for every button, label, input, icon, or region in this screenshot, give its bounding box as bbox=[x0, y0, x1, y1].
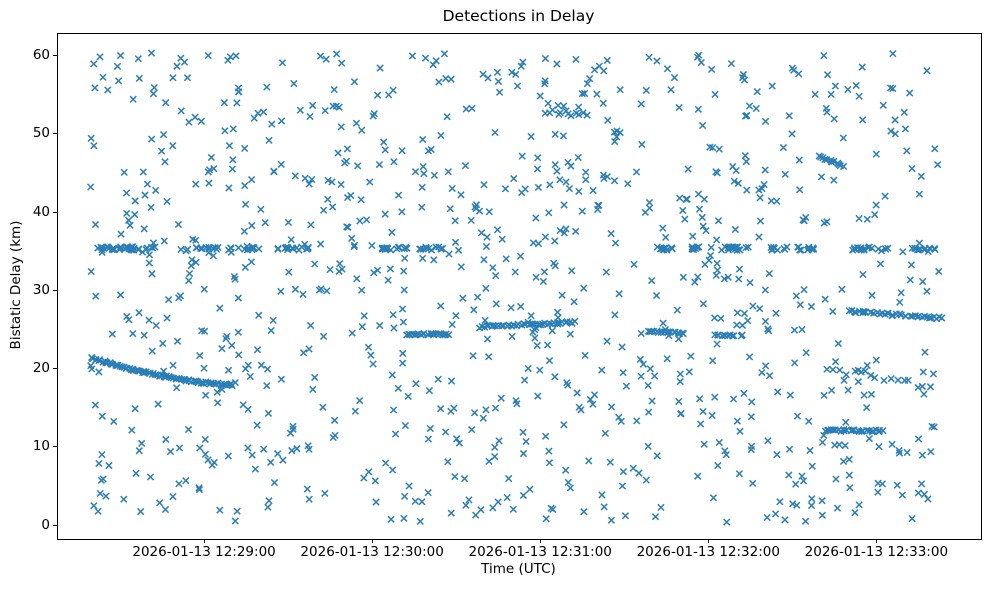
x-tick-label: 2026-01-13 12:29:00 bbox=[132, 544, 276, 560]
y-tick-label: 20 bbox=[32, 360, 50, 377]
y-tick-mark bbox=[53, 211, 57, 213]
y-tick-mark bbox=[53, 368, 57, 370]
x-tick-mark bbox=[876, 539, 878, 543]
y-axis-label: Bistatic Delay (km) bbox=[8, 220, 24, 350]
y-tick-label: 0 bbox=[41, 516, 50, 533]
y-tick-label: 40 bbox=[32, 203, 50, 220]
x-tick-mark bbox=[204, 539, 206, 543]
y-tick-label: 50 bbox=[32, 125, 50, 142]
scatter-canvas bbox=[58, 34, 981, 539]
x-tick-mark bbox=[372, 539, 374, 543]
y-tick-label: 60 bbox=[32, 46, 50, 63]
y-tick-mark bbox=[53, 446, 57, 448]
x-axis-label: Time (UTC) bbox=[481, 561, 556, 577]
y-tick-mark bbox=[53, 54, 57, 56]
chart-title: Detections in Delay bbox=[442, 7, 595, 25]
x-tick-label: 2026-01-13 12:31:00 bbox=[468, 544, 612, 560]
plot-area bbox=[57, 33, 982, 540]
x-tick-mark bbox=[708, 539, 710, 543]
x-tick-label: 2026-01-13 12:33:00 bbox=[804, 544, 949, 560]
y-tick-label: 30 bbox=[32, 281, 50, 298]
x-tick-label: 2026-01-13 12:32:00 bbox=[636, 544, 780, 560]
y-tick-mark bbox=[53, 524, 57, 526]
y-tick-label: 10 bbox=[32, 438, 50, 455]
x-tick-mark bbox=[540, 539, 542, 543]
y-tick-mark bbox=[53, 133, 57, 135]
x-tick-label: 2026-01-13 12:30:00 bbox=[300, 544, 444, 560]
y-tick-mark bbox=[53, 289, 57, 291]
